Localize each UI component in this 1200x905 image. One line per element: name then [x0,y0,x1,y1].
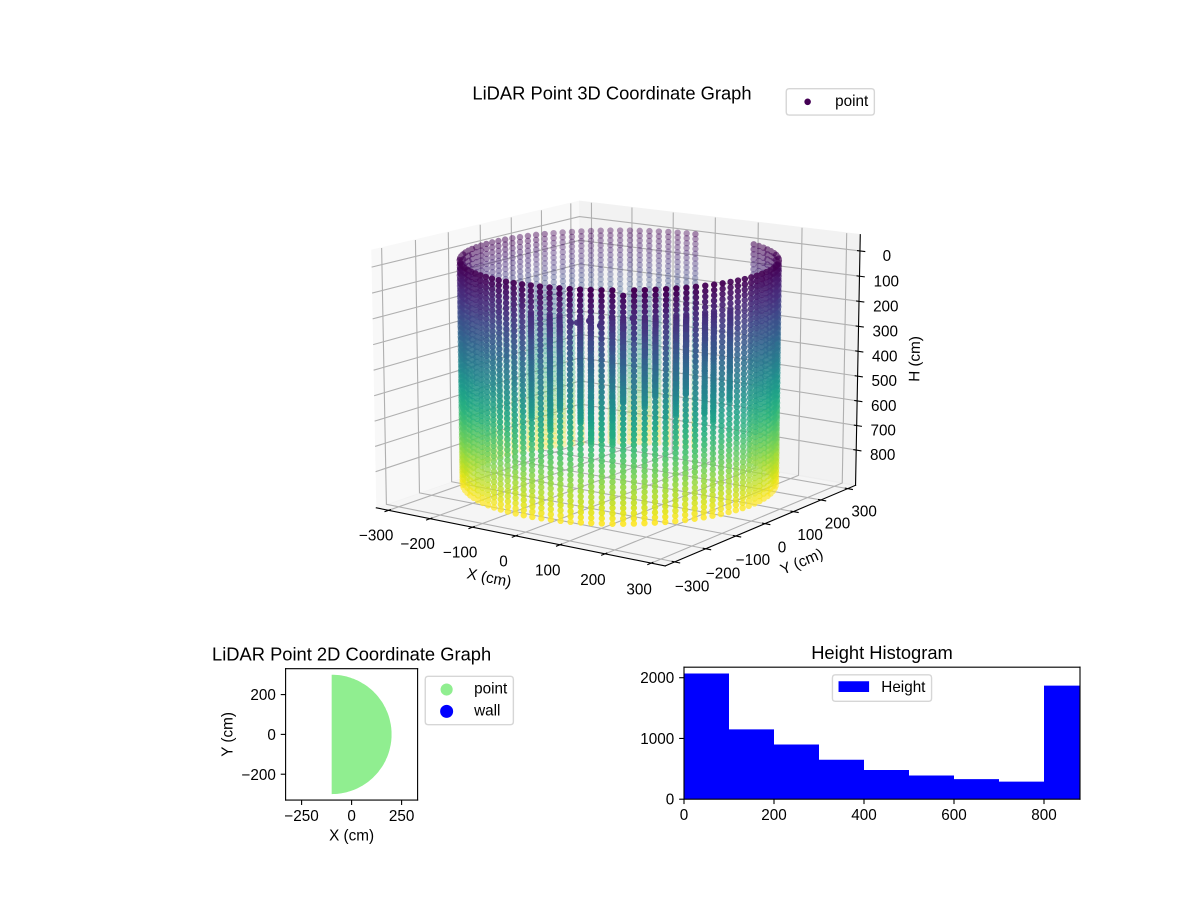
svg-text:0: 0 [778,540,787,557]
svg-text:−100: −100 [443,545,477,562]
svg-text:400: 400 [872,348,897,365]
svg-text:200: 200 [825,515,850,532]
svg-text:wall: wall [473,702,500,719]
svg-text:0: 0 [883,248,892,265]
svg-text:800: 800 [1031,807,1056,824]
svg-text:100: 100 [535,563,560,580]
svg-text:LiDAR Point 3D Coordinate Grap: LiDAR Point 3D Coordinate Graph [472,83,751,104]
svg-text:200: 200 [873,298,898,315]
svg-text:800: 800 [870,447,895,464]
svg-text:700: 700 [870,422,895,439]
svg-text:point: point [835,93,869,110]
svg-text:400: 400 [851,807,876,824]
svg-text:−300: −300 [675,579,709,596]
svg-text:100: 100 [874,273,899,290]
svg-text:200: 200 [761,807,786,824]
svg-text:−200: −200 [401,536,435,553]
svg-text:2000: 2000 [640,670,674,687]
svg-text:200: 200 [250,687,275,704]
svg-text:300: 300 [851,504,876,521]
svg-text:point: point [474,681,508,698]
svg-text:Y (cm): Y (cm) [220,712,237,757]
svg-text:H (cm): H (cm) [906,336,924,382]
svg-text:0: 0 [680,807,689,824]
svg-text:−100: −100 [736,552,770,569]
svg-text:LiDAR Point 2D Coordinate Grap: LiDAR Point 2D Coordinate Graph [212,643,491,664]
svg-text:X (cm): X (cm) [329,828,374,845]
svg-text:Height Histogram: Height Histogram [811,642,953,663]
svg-text:300: 300 [626,582,651,599]
svg-text:0: 0 [499,554,508,571]
svg-text:−300: −300 [359,527,393,544]
svg-text:600: 600 [871,398,896,415]
svg-text:500: 500 [872,373,897,390]
svg-text:300: 300 [873,323,898,340]
svg-text:600: 600 [941,807,966,824]
svg-text:Height: Height [881,679,926,696]
svg-text:1000: 1000 [640,731,674,748]
svg-text:0: 0 [347,808,356,825]
svg-text:250: 250 [389,808,414,825]
svg-text:−200: −200 [241,767,275,784]
svg-text:−250: −250 [284,808,318,825]
svg-text:0: 0 [666,792,675,809]
svg-text:0: 0 [267,727,276,744]
svg-text:200: 200 [580,572,605,589]
svg-text:100: 100 [797,527,822,544]
